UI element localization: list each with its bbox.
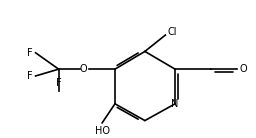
Text: O: O <box>79 64 87 74</box>
Text: O: O <box>239 64 247 74</box>
Text: N: N <box>172 99 179 109</box>
Text: F: F <box>56 78 61 88</box>
Text: F: F <box>27 48 33 58</box>
Text: HO: HO <box>95 126 110 136</box>
Text: Cl: Cl <box>168 27 177 37</box>
Text: F: F <box>27 71 33 81</box>
